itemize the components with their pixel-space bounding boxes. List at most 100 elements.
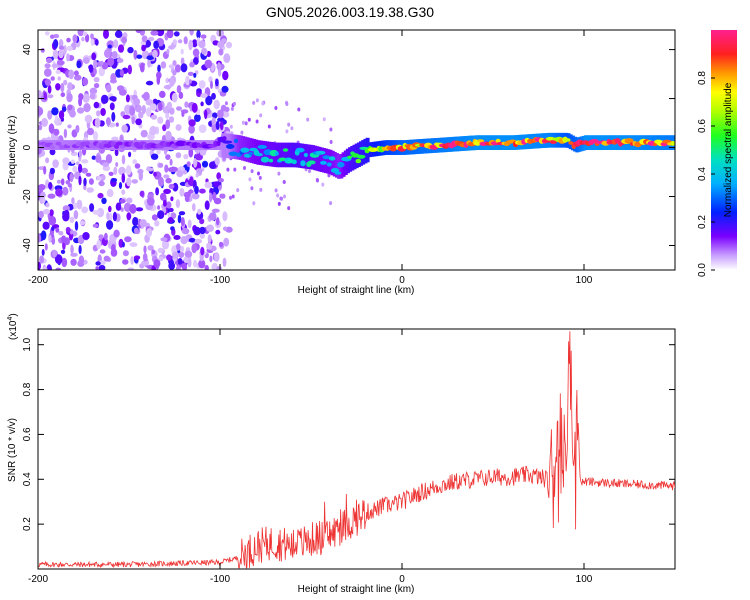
noise-cell (74, 74, 82, 81)
heatmap-y-tick-label: -20 (22, 189, 33, 204)
noise-cell (55, 188, 63, 197)
noise-cell (259, 113, 263, 118)
heatmap-y-tick-label: 0 (22, 144, 33, 150)
noise-cell (196, 88, 202, 93)
noise-cell (141, 260, 150, 266)
noise-cell (127, 64, 132, 75)
noise-cell (222, 211, 228, 222)
ridge-band (234, 134, 239, 160)
noise-cell (261, 101, 265, 106)
snr-x-axis: -200 -100 0 100 (28, 329, 593, 585)
noise-cell (92, 223, 99, 228)
noise-cell (196, 168, 203, 174)
noise-cell (146, 228, 153, 237)
noise-cell (215, 217, 220, 226)
noise-cell (112, 211, 117, 222)
ridge-band (319, 147, 324, 172)
noise-cell (166, 254, 172, 261)
ridge-band (315, 146, 320, 171)
noise-cell (156, 75, 161, 85)
ridge-band (330, 150, 335, 176)
noise-cell (200, 246, 205, 256)
noise-cell (193, 157, 198, 168)
noise-cell (60, 249, 66, 254)
noise-cell (220, 193, 226, 199)
heatmap-x-axis: -200 -100 0 100 (28, 30, 593, 286)
noise-cell (146, 55, 154, 60)
noise-cell (165, 154, 171, 161)
noise-cell (77, 107, 85, 114)
noise-cell (94, 39, 99, 46)
noise-cell (196, 30, 201, 39)
noise-cell (100, 174, 106, 181)
noise-cell (199, 232, 205, 239)
noise-cell (89, 203, 95, 212)
noise-cell (78, 149, 83, 158)
noise-cell (157, 247, 164, 254)
colorbar-tick-label: 0.0 (697, 263, 708, 277)
noise-cell (215, 78, 219, 87)
ridge-cell (257, 144, 268, 149)
noise-cell (157, 205, 161, 210)
noise-cell (95, 266, 99, 270)
noise-cell (47, 94, 54, 99)
svg-text:(x104): (x104) (7, 313, 19, 340)
noise-cell (233, 167, 237, 172)
noise-cell (115, 202, 122, 211)
noise-cell (108, 205, 112, 213)
noise-cell (274, 188, 278, 193)
ridge-cell (233, 138, 239, 143)
noise-cell (41, 117, 48, 127)
ridge-band (297, 143, 302, 168)
noise-cell (156, 148, 161, 155)
ridge-band (328, 149, 333, 175)
noise-cell (94, 117, 101, 128)
noise-cell (183, 191, 191, 198)
ridge-cell (228, 151, 238, 157)
noise-cell (176, 106, 182, 111)
noise-cell (97, 192, 104, 199)
noise-cell (56, 60, 65, 66)
noise-cell (124, 236, 132, 243)
ridge-band (289, 142, 294, 168)
noise-cell (173, 235, 181, 240)
ridge-cell (260, 156, 270, 163)
noise-cell (315, 178, 319, 182)
noise-cell (78, 93, 84, 101)
noise-cell (47, 84, 52, 94)
noise-cell (267, 124, 271, 129)
noise-cell (161, 239, 170, 250)
noise-cell (106, 220, 114, 230)
noise-cell (93, 59, 98, 70)
noise-cell (157, 210, 165, 220)
noise-cell (195, 153, 204, 161)
noise-cell (93, 83, 100, 89)
noise-cell (165, 77, 169, 84)
colorbar: 0.0 0.2 0.4 0.6 0.8 Normalized spectral ampl… (697, 30, 737, 277)
ridge-band (308, 144, 313, 170)
noise-cell (213, 197, 222, 205)
noise-cell (287, 122, 291, 127)
colorbar-tick-label: 0.2 (697, 215, 708, 229)
noise-cell (49, 167, 56, 175)
noise-cell (98, 264, 106, 270)
noise-cell (53, 33, 60, 39)
noise-cell (51, 226, 55, 231)
noise-cell (221, 38, 227, 43)
ridge-cell (320, 160, 327, 165)
noise-cell (165, 177, 172, 184)
noise-cell (91, 155, 97, 160)
noise-cell (66, 37, 71, 43)
noise-cell (165, 112, 170, 119)
noise-cell (81, 159, 89, 164)
noise-cell (188, 189, 194, 194)
ridge-band (313, 145, 318, 171)
noise-cell (132, 159, 138, 165)
noise-cell (205, 95, 213, 106)
noise-cell (69, 110, 76, 118)
noise-cell (218, 48, 224, 56)
noise-cell (146, 197, 155, 206)
noise-cell (215, 229, 221, 235)
noise-cell (274, 106, 278, 110)
colorbar-tick-label: 0.6 (697, 119, 708, 133)
